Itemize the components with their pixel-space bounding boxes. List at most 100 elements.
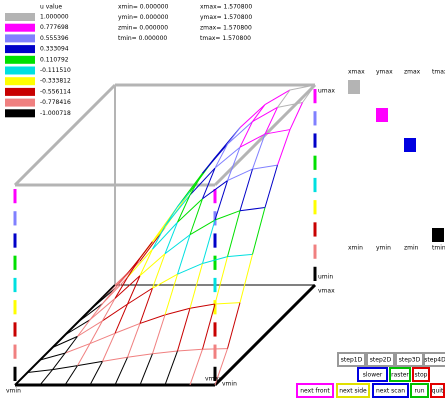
button-label[interactable]: step1D bbox=[341, 357, 363, 364]
button-label[interactable]: next side bbox=[339, 388, 367, 395]
mesh-line bbox=[164, 222, 178, 254]
button-label[interactable]: run bbox=[414, 388, 424, 395]
button-label[interactable]: slower bbox=[363, 372, 383, 379]
ranges: xmin= 0.000000 xmax= 1.570800 ymin= 0.0000… bbox=[118, 4, 252, 43]
axis-label: vmax bbox=[318, 288, 335, 295]
legend-label: -0.556114 bbox=[40, 88, 71, 95]
button[interactable] bbox=[410, 383, 429, 398]
button-label[interactable]: next front bbox=[300, 388, 330, 395]
legend-label: -1.000718 bbox=[40, 110, 71, 117]
range-max: ymax= 1.570800 bbox=[200, 14, 252, 21]
mesh-line bbox=[102, 288, 116, 305]
mesh-line bbox=[139, 287, 153, 324]
button[interactable] bbox=[389, 367, 411, 382]
legend-swatch bbox=[5, 98, 35, 107]
mesh-line bbox=[189, 303, 216, 309]
mesh-line bbox=[239, 168, 253, 211]
mesh-line bbox=[152, 350, 178, 355]
mesh-line bbox=[177, 308, 191, 352]
button-label[interactable]: stop bbox=[415, 372, 428, 379]
button-label[interactable]: raster bbox=[391, 372, 409, 379]
selector-min-label: xmin bbox=[348, 245, 363, 252]
range-min: tmin= 0.000000 bbox=[118, 35, 167, 42]
mesh-line bbox=[77, 303, 103, 323]
mesh-line bbox=[239, 207, 266, 212]
mesh-line bbox=[27, 369, 53, 373]
mesh-line bbox=[114, 357, 128, 386]
mesh-line bbox=[264, 129, 291, 135]
button-label[interactable]: step2D bbox=[370, 357, 392, 364]
mesh-line bbox=[102, 303, 128, 322]
mesh-line bbox=[202, 256, 228, 264]
button[interactable] bbox=[337, 352, 366, 367]
mesh-line bbox=[239, 104, 266, 129]
mesh-line bbox=[152, 221, 178, 250]
mesh-line bbox=[277, 101, 303, 108]
mesh-line bbox=[189, 349, 203, 386]
mesh-line bbox=[239, 121, 253, 148]
legend-label: -0.333812 bbox=[40, 78, 71, 85]
button-label[interactable]: next scan bbox=[376, 388, 405, 395]
mesh-line bbox=[89, 303, 103, 321]
selector-box bbox=[432, 228, 444, 242]
legend-label: 1.000000 bbox=[40, 14, 69, 21]
button-label[interactable]: quit bbox=[432, 388, 444, 395]
mesh-line bbox=[177, 194, 191, 223]
mesh-line bbox=[164, 307, 191, 316]
legend-swatch bbox=[5, 109, 35, 118]
mesh-line bbox=[177, 198, 203, 223]
selector-min-label: ymin bbox=[376, 245, 391, 252]
mesh-line bbox=[214, 143, 228, 169]
legend-swatch bbox=[5, 34, 35, 43]
legend-swatch bbox=[5, 77, 35, 86]
axis-label: vmin bbox=[222, 381, 237, 388]
button[interactable] bbox=[423, 352, 445, 367]
mesh-line bbox=[139, 253, 166, 277]
mesh-line bbox=[264, 89, 291, 105]
mesh-line bbox=[164, 206, 178, 227]
mesh-line bbox=[227, 210, 241, 257]
mesh-line bbox=[202, 348, 228, 350]
selector-max-label: tmax bbox=[432, 69, 445, 76]
mesh-line bbox=[189, 219, 216, 236]
mesh-line bbox=[52, 334, 66, 348]
legend-label: 0.333094 bbox=[40, 46, 69, 53]
mesh-line bbox=[114, 273, 128, 289]
mesh-line bbox=[189, 263, 203, 309]
mesh-line bbox=[289, 84, 316, 91]
button[interactable] bbox=[430, 383, 445, 398]
mesh-line bbox=[27, 359, 41, 373]
legend-label: -0.778416 bbox=[40, 99, 71, 106]
button[interactable] bbox=[412, 367, 430, 382]
mesh-line bbox=[127, 275, 141, 305]
mesh-line bbox=[14, 372, 28, 386]
button[interactable] bbox=[336, 383, 370, 398]
mesh-line bbox=[252, 133, 266, 170]
mesh-line bbox=[202, 303, 216, 350]
button[interactable] bbox=[296, 383, 334, 398]
surface-mesh bbox=[14, 84, 316, 386]
legend-swatch bbox=[5, 55, 35, 64]
box-edge bbox=[213, 283, 317, 387]
mesh-line bbox=[177, 348, 203, 352]
button-label[interactable]: step4D bbox=[424, 357, 445, 364]
range-min: zmin= 0.000000 bbox=[118, 25, 168, 32]
button[interactable] bbox=[372, 383, 409, 398]
mesh-line bbox=[127, 248, 153, 278]
mesh-line bbox=[214, 302, 241, 305]
mesh-line bbox=[89, 298, 116, 321]
mesh-line bbox=[77, 309, 91, 323]
button-label[interactable]: step3D bbox=[399, 357, 421, 364]
legend-swatch bbox=[5, 66, 35, 75]
button[interactable] bbox=[366, 352, 395, 367]
mesh-line bbox=[152, 273, 178, 289]
mesh-line bbox=[239, 254, 253, 303]
mesh-line bbox=[52, 365, 78, 371]
mesh-line bbox=[252, 106, 278, 122]
mesh-line bbox=[202, 180, 228, 200]
mesh-line bbox=[139, 314, 166, 324]
buttons: step1D step2D step3D step4D slower raster stop… bbox=[296, 352, 445, 398]
button[interactable] bbox=[357, 367, 388, 382]
mesh-line bbox=[189, 172, 203, 196]
mesh-line bbox=[39, 369, 53, 386]
